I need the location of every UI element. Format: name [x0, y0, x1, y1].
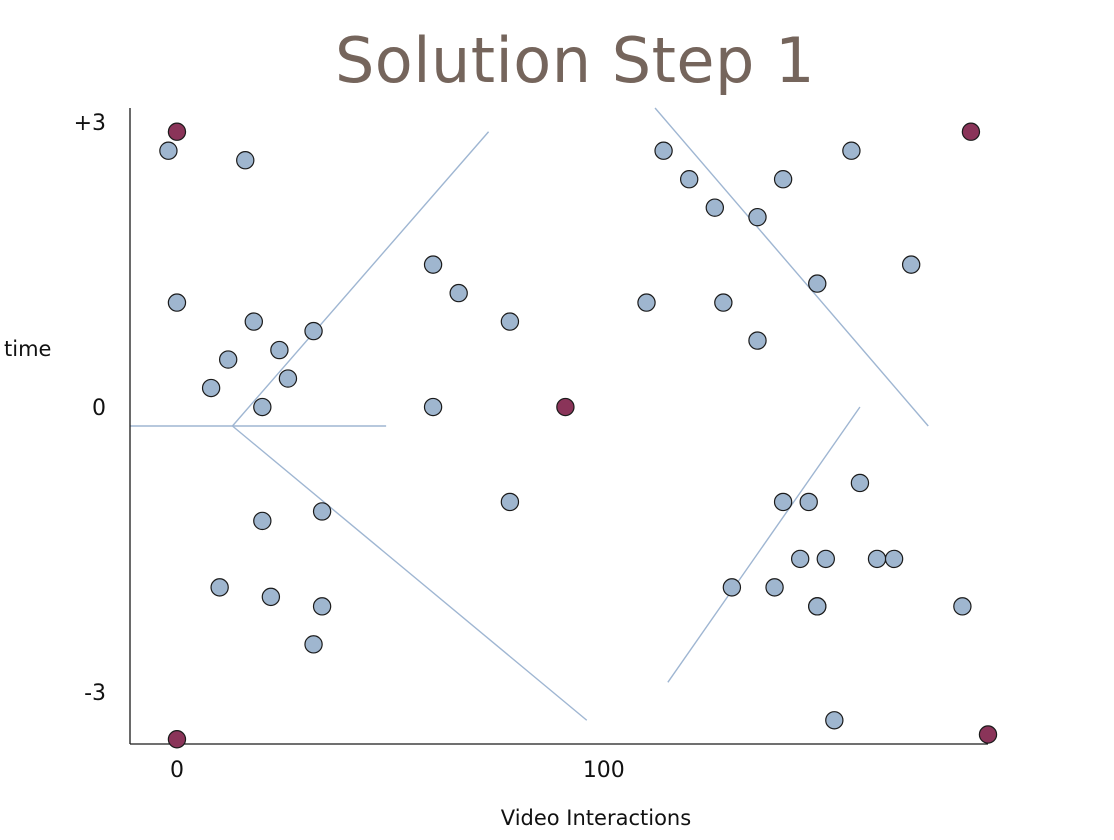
boundary-line-6: [667, 406, 861, 683]
y-axis-label: time: [4, 337, 51, 361]
data-point: [790, 549, 810, 569]
boundary-line-4: [232, 425, 588, 721]
y-tick-label: 0: [92, 396, 106, 421]
data-point: [637, 293, 656, 312]
data-point: [773, 169, 793, 189]
data-point: [867, 549, 887, 569]
data-point: [236, 151, 255, 170]
center-point: [167, 730, 187, 749]
data-point: [679, 169, 699, 189]
data-point: [773, 492, 793, 512]
slide-title: Solution Step 1: [334, 24, 816, 97]
data-point: [210, 578, 229, 597]
data-point: [808, 597, 827, 616]
data-point: [244, 312, 263, 331]
data-point: [218, 350, 238, 369]
data-point: [748, 331, 767, 350]
data-point: [312, 597, 332, 616]
data-point: [654, 141, 673, 160]
center-point: [167, 122, 187, 141]
data-point: [705, 198, 725, 217]
y-tick-label: -3: [84, 681, 106, 706]
data-point: [799, 492, 818, 512]
center-point: [556, 397, 575, 417]
data-point: [825, 711, 844, 730]
data-point: [850, 473, 870, 493]
x-tick-label: 100: [583, 758, 625, 783]
data-point: [159, 141, 178, 160]
data-point: [500, 492, 520, 512]
data-point: [500, 312, 520, 331]
data-point: [253, 397, 272, 417]
x-axis-label: Video Interactions: [501, 806, 691, 830]
data-point: [304, 635, 323, 654]
data-point: [722, 578, 742, 597]
data-point: [167, 293, 187, 312]
x-tick-label: 0: [170, 758, 184, 783]
data-point: [270, 340, 289, 360]
tick-labels: 0 100 +3 0 -3: [74, 111, 625, 783]
data-point: [714, 293, 733, 312]
data-point: [816, 549, 835, 569]
data-point: [901, 255, 921, 274]
data-point: [423, 397, 443, 417]
data-point: [253, 511, 272, 531]
center-point: [961, 122, 981, 141]
data-point: [278, 369, 298, 388]
center-point: [978, 725, 998, 744]
data-point: [808, 274, 827, 293]
data-point: [449, 283, 468, 303]
data-point: [842, 141, 861, 160]
data-point: [304, 321, 323, 341]
data-point: [884, 549, 904, 569]
data-point: [953, 597, 972, 616]
data-point: [261, 587, 281, 607]
data-point: [765, 578, 784, 597]
boundary-line-5: [654, 107, 929, 427]
data-point: [748, 207, 767, 227]
data-point: [201, 378, 221, 398]
cluster-boundaries: [130, 107, 929, 721]
axes: [129, 108, 988, 745]
data-point: [312, 502, 332, 521]
data-points: [159, 122, 998, 749]
data-point: [423, 255, 443, 274]
y-tick-label: +3: [74, 111, 106, 136]
boundary-line-3: [231, 131, 490, 427]
